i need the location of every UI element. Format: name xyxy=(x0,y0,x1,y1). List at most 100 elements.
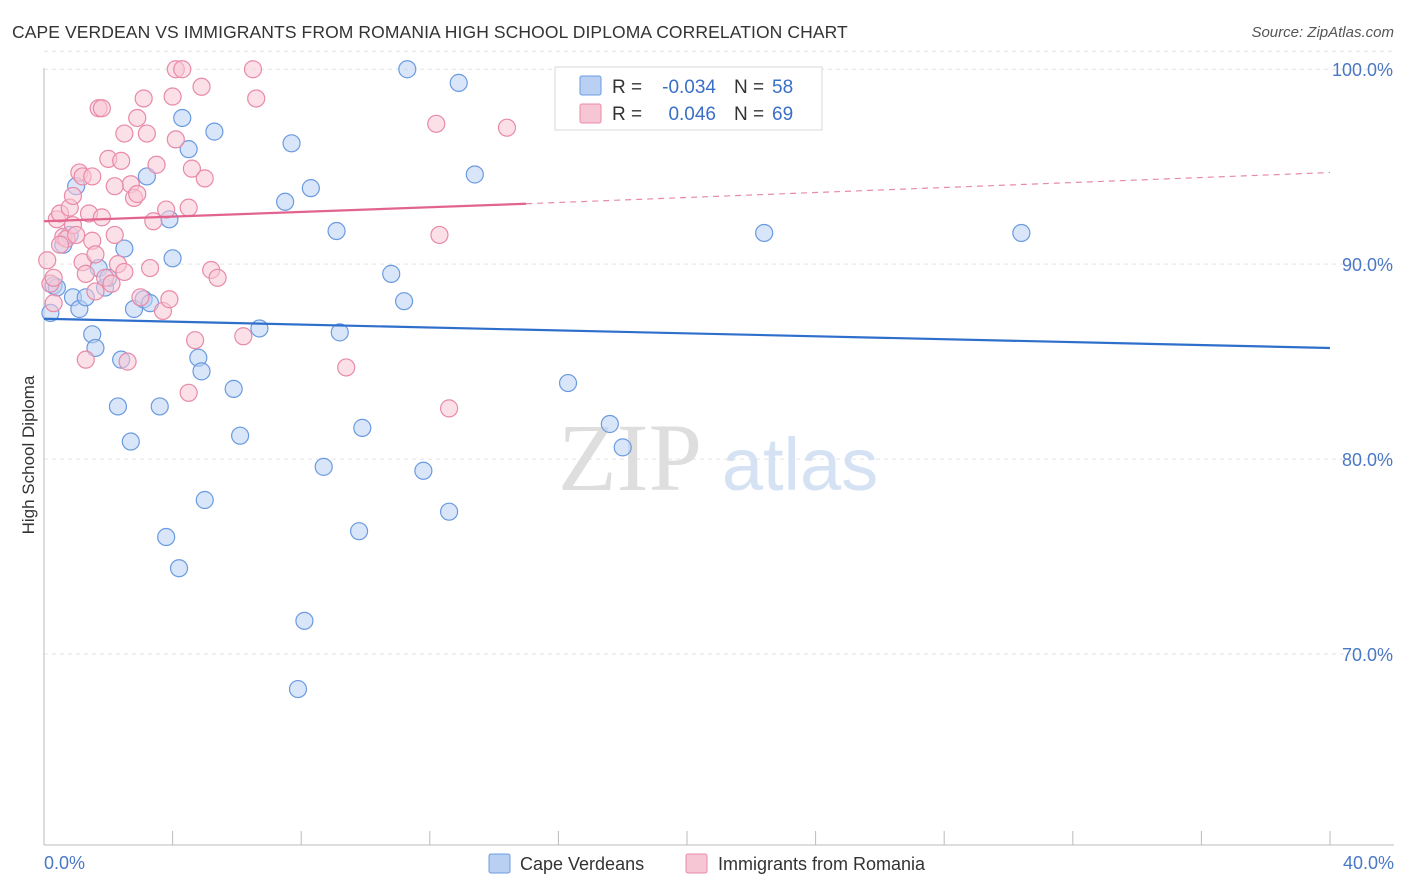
point-s0-41 xyxy=(314,457,333,476)
watermark: ZIP atlas xyxy=(558,404,878,511)
point-s1-34 xyxy=(131,288,150,307)
point-s1-35 xyxy=(134,89,153,108)
point-s0-22 xyxy=(150,397,169,416)
legend-n-label-2: N = xyxy=(734,104,764,125)
point-s0-27 xyxy=(173,108,192,128)
point-s0-42 xyxy=(327,221,346,241)
point-s1-48 xyxy=(186,331,205,350)
point-s0-43 xyxy=(330,323,349,342)
point-s1-61 xyxy=(44,268,63,287)
grid-lines xyxy=(44,50,1394,655)
legend-n-value-2: 69 xyxy=(772,104,793,125)
point-s1-41 xyxy=(160,290,179,309)
bottom-legend-label-romania: Immigrants from Romania xyxy=(718,854,926,874)
point-s1-19 xyxy=(92,99,111,118)
point-s0-25 xyxy=(163,249,182,268)
point-s1-29 xyxy=(118,352,137,371)
point-s1-27 xyxy=(115,124,134,143)
point-s1-50 xyxy=(195,169,214,188)
point-s1-49 xyxy=(192,77,211,96)
bottom-legend-swatch-romania xyxy=(685,853,708,874)
point-s0-33 xyxy=(224,379,243,398)
point-s0-47 xyxy=(394,292,414,311)
point-s1-54 xyxy=(243,60,263,79)
point-s1-65 xyxy=(105,177,124,196)
x-tick-min: 0.0% xyxy=(44,853,85,873)
point-s1-20 xyxy=(92,208,111,227)
point-s0-39 xyxy=(295,611,314,630)
chart-source: Source: ZipAtlas.com xyxy=(1251,24,1394,41)
point-s1-63 xyxy=(63,186,83,206)
legend-r-value-2: 0.046 xyxy=(668,104,716,125)
point-s0-50 xyxy=(439,502,459,521)
point-s1-62 xyxy=(50,235,70,254)
y-axis-label: High School Diploma xyxy=(19,375,38,534)
point-s1-23 xyxy=(102,274,121,293)
point-s1-2 xyxy=(44,294,63,313)
point-s1-67 xyxy=(166,130,185,149)
legend-n-value-1: 58 xyxy=(772,77,793,98)
point-s0-53 xyxy=(558,373,578,393)
point-s1-46 xyxy=(179,198,198,217)
point-s1-24 xyxy=(105,225,124,245)
point-s1-56 xyxy=(337,358,356,377)
point-s0-16 xyxy=(115,239,134,258)
legend-r-label-1: R = xyxy=(612,77,642,98)
point-s0-32 xyxy=(205,122,224,141)
point-s1-13 xyxy=(76,350,95,369)
point-s0-17 xyxy=(121,432,140,451)
point-s1-17 xyxy=(86,282,105,301)
point-s0-14 xyxy=(108,397,128,416)
point-s0-38 xyxy=(288,679,308,699)
point-s0-34 xyxy=(231,426,250,445)
point-s1-15 xyxy=(83,167,102,186)
point-s1-68 xyxy=(86,245,105,264)
point-s0-37 xyxy=(282,134,301,153)
chart-title: CAPE VERDEAN VS IMMIGRANTS FROM ROMANIA … xyxy=(12,22,848,42)
point-s0-26 xyxy=(169,559,189,578)
point-s1-32 xyxy=(128,108,147,128)
legend-r-label-2: R = xyxy=(612,104,642,125)
point-s1-36 xyxy=(137,124,156,143)
point-s0-51 xyxy=(449,73,468,92)
point-s0-49 xyxy=(414,461,433,480)
point-s1-28 xyxy=(115,262,134,282)
point-s0-20 xyxy=(137,167,156,186)
legend-swatch-romania xyxy=(579,103,602,124)
point-s1-66 xyxy=(140,258,160,278)
point-s0-57 xyxy=(1012,223,1031,243)
trend-line-dashed-s1 xyxy=(526,171,1331,205)
point-s1-60 xyxy=(497,118,517,137)
y-tick-label-2: 80.0% xyxy=(1342,450,1393,470)
y-tick-label-3: 70.0% xyxy=(1342,645,1393,665)
point-s1-64 xyxy=(76,264,95,283)
point-s1-42 xyxy=(163,87,182,106)
legend-n-label-1: N = xyxy=(734,77,764,98)
point-s1-0 xyxy=(38,251,57,270)
point-s0-48 xyxy=(398,60,417,79)
point-s1-26 xyxy=(112,151,131,170)
point-s1-59 xyxy=(439,399,459,418)
point-s1-52 xyxy=(208,268,227,287)
point-s0-31 xyxy=(195,490,214,510)
point-s1-33 xyxy=(128,184,147,204)
trend-lines xyxy=(43,171,1331,350)
axes xyxy=(43,68,1394,846)
point-s0-36 xyxy=(276,192,295,211)
point-s0-55 xyxy=(613,438,632,457)
point-s0-28 xyxy=(179,140,198,159)
point-s1-45 xyxy=(179,383,198,402)
point-s0-54 xyxy=(600,414,619,434)
point-s1-58 xyxy=(430,225,449,245)
point-s1-55 xyxy=(247,89,266,108)
x-tick-max: 40.0% xyxy=(1343,853,1394,873)
point-s0-45 xyxy=(353,418,372,437)
legend-swatch-cape-verdeans xyxy=(579,75,602,96)
point-s0-44 xyxy=(349,522,369,541)
point-s1-40 xyxy=(157,200,176,219)
point-s0-40 xyxy=(301,179,320,198)
legend-r-value-1: -0.034 xyxy=(662,77,716,98)
point-s0-10 xyxy=(86,338,105,358)
trend-line-s1 xyxy=(43,202,527,223)
